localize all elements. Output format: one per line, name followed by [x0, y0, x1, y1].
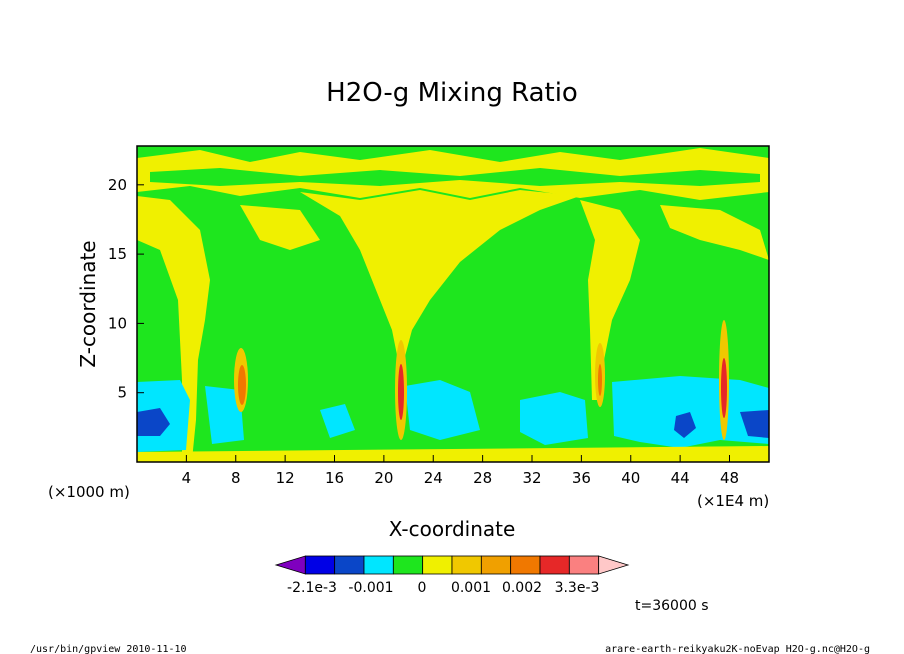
time-label: t=36000 s [635, 598, 709, 614]
colorbar-swatch [598, 555, 630, 575]
x-tick-label: 24 [424, 469, 443, 487]
y-tick-label: 10 [108, 314, 127, 332]
x-tick-label: 44 [671, 469, 690, 487]
colorbar-swatch [274, 555, 306, 575]
moist-core-left [137, 408, 170, 436]
colorbar-swatch [422, 555, 453, 575]
x-tick-label: 16 [325, 469, 344, 487]
upper-green-strip [150, 168, 760, 186]
colorbar-swatch [392, 555, 424, 575]
x-tick-label: 36 [572, 469, 591, 487]
upper-right-dry-patch [660, 205, 769, 260]
colorbar [274, 555, 630, 575]
colorbar-swatch [539, 555, 570, 575]
y-tick-label: 20 [108, 176, 127, 194]
x-unit-left: (×1000 m) [48, 483, 130, 501]
core-x21-inner [398, 364, 404, 420]
y-axis-label: Z-coordinate [76, 240, 100, 367]
upper-left-dry-patch [240, 205, 320, 250]
x-axis-label: X-coordinate [389, 517, 516, 541]
colorbar-label: 0 [418, 580, 427, 596]
x-tick-label: 48 [720, 469, 739, 487]
x-axis: 4 8 12 16 20 24 28 32 36 40 44 48 [182, 455, 739, 487]
left-plume-yellow [137, 196, 210, 460]
central-plume-yellow [300, 190, 580, 360]
x-tick-label: 40 [621, 469, 640, 487]
colorbar-labels: -2.1e-3 -0.001 0 0.001 0.002 3.3e-3 [287, 580, 599, 596]
core-x8-inner [238, 365, 246, 405]
surface-dry-layer [137, 446, 769, 462]
plot-frame [136, 145, 770, 463]
core-x47-inner [721, 358, 727, 418]
x-tick-label: 20 [374, 469, 393, 487]
y-tick-label: 5 [117, 384, 127, 402]
colorbar-swatch [334, 555, 365, 575]
colorbar-swatch [304, 555, 336, 575]
colorbar-swatch [568, 555, 600, 575]
convective-cores [234, 320, 729, 440]
x-tick-label: 12 [276, 469, 295, 487]
core-x37-inner [598, 364, 602, 396]
plot-area [136, 145, 770, 463]
colorbar-swatch [480, 555, 512, 575]
colorbar-label: 3.3e-3 [555, 580, 600, 596]
x-tick-label: 28 [473, 469, 492, 487]
footer-left: /usr/bin/gpview 2010-11-10 [30, 644, 187, 654]
moist-core-right [674, 410, 769, 438]
footer-right: arare-earth-reikyaku2K-noEvap_H2O-g.nc@H… [605, 644, 870, 654]
colorbar-label: 0.001 [451, 580, 491, 596]
colorbar-label: -2.1e-3 [287, 580, 337, 596]
colorbar-label: 0.002 [502, 580, 542, 596]
chart-title: H2O-g Mixing Ratio [326, 78, 578, 108]
colorbar-swatch [510, 555, 541, 575]
colorbar-swatch [363, 555, 394, 575]
y-tick-label: 15 [108, 245, 127, 263]
x-tick-label: 4 [182, 469, 192, 487]
y-axis: 5 10 15 20 [108, 176, 144, 402]
colorbar-label: -0.001 [348, 580, 393, 596]
x-tick-label: 32 [522, 469, 541, 487]
right-plume-yellow [580, 200, 640, 400]
colorbar-swatch [451, 555, 482, 575]
x-unit-right: (×1E4 m) [697, 492, 769, 510]
x-tick-label: 8 [231, 469, 241, 487]
low-level-moist-band [137, 376, 769, 452]
upper-dry-band [137, 148, 769, 200]
